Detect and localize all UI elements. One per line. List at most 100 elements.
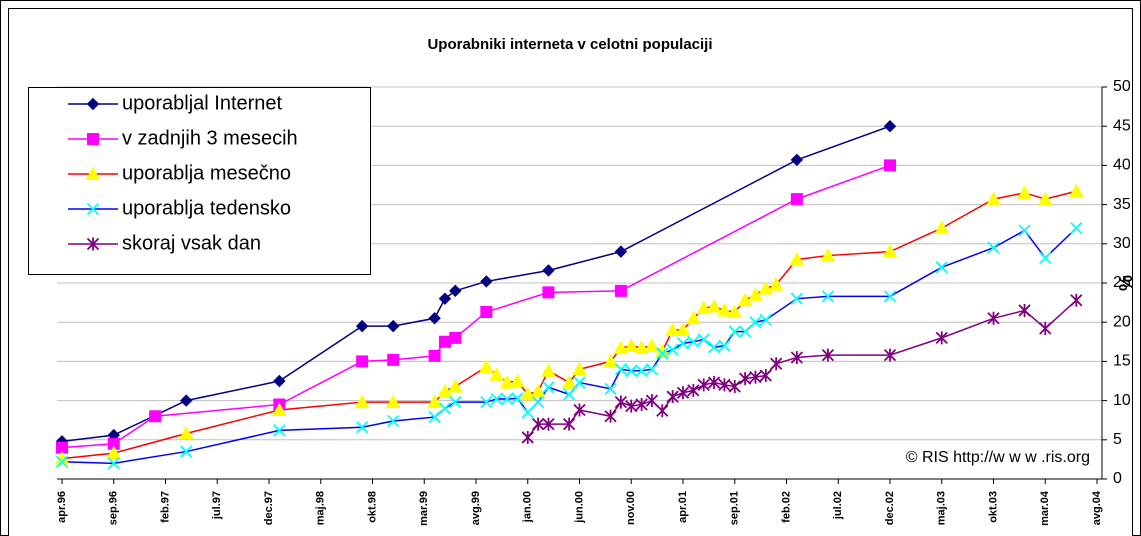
legend-label: uporablja mesečno (122, 162, 291, 184)
x-tick-label: dec.97 (263, 491, 275, 525)
marker (737, 292, 753, 307)
marker (614, 245, 628, 258)
y-tick-label: 25 (1113, 274, 1131, 291)
marker (273, 424, 286, 437)
x-tick-label: dec.02 (884, 491, 896, 525)
x-tick-label: mar.04 (1039, 490, 1051, 526)
marker (697, 378, 710, 392)
marker (1017, 185, 1032, 199)
marker (428, 312, 441, 325)
chart-title: Uporabniki interneta v celotni populacij… (427, 36, 712, 53)
marker (718, 339, 731, 352)
marker (790, 350, 803, 364)
marker (656, 404, 669, 418)
x-tick-label: jul.97 (211, 491, 223, 520)
marker (821, 348, 835, 362)
x-tick-label: maj.98 (315, 491, 327, 525)
legend-label: skoraj vsak dan (122, 232, 261, 254)
marker (635, 364, 648, 377)
marker (55, 455, 69, 468)
marker (645, 363, 659, 376)
marker (480, 306, 493, 319)
marker (749, 316, 762, 329)
marker (613, 340, 629, 355)
x-tick-label: nov.00 (625, 491, 637, 525)
marker (542, 286, 555, 299)
legend-label: v zadnjih 3 mesecih (122, 127, 298, 149)
marker (1039, 321, 1052, 335)
marker (542, 264, 555, 277)
legend-label: uporabljal Internet (122, 92, 283, 114)
marker (449, 331, 462, 344)
marker (542, 417, 555, 431)
marker (666, 343, 679, 356)
y-tick-label: 50 (1113, 78, 1131, 95)
marker (697, 333, 710, 346)
x-tick-label: feb.02 (780, 491, 792, 523)
marker (438, 402, 452, 415)
marker (510, 373, 525, 387)
marker (107, 457, 120, 470)
marker (749, 370, 762, 384)
series-line (527, 299, 1077, 438)
y-tick-label: 20 (1113, 313, 1131, 330)
x-tick-label: feb.97 (159, 491, 171, 523)
marker (934, 220, 950, 235)
x-tick-label: sep.96 (108, 491, 120, 525)
marker (356, 421, 369, 434)
y-tick-label: 0 (1113, 470, 1122, 487)
marker (696, 300, 712, 315)
marker (1070, 221, 1083, 235)
marker (387, 414, 400, 428)
marker (355, 319, 369, 333)
marker (665, 322, 680, 337)
marker (656, 347, 669, 360)
marker (428, 410, 441, 424)
x-tick-label: maj.03 (936, 491, 948, 525)
marker (449, 284, 462, 298)
marker (354, 394, 370, 409)
x-tick-label: jun.00 (573, 491, 585, 524)
marker (728, 325, 741, 338)
marker (625, 399, 638, 413)
marker (489, 367, 505, 381)
marker (625, 364, 638, 377)
marker (86, 237, 100, 251)
marker (438, 292, 452, 305)
x-tick-label: mar.99 (418, 491, 430, 526)
marker (573, 376, 586, 389)
marker (511, 392, 524, 405)
marker (86, 202, 100, 216)
marker (490, 392, 503, 406)
marker (676, 386, 690, 400)
marker (790, 193, 803, 206)
marker (738, 372, 752, 386)
marker (480, 275, 493, 288)
y-tick-label: 10 (1113, 392, 1131, 409)
marker (603, 353, 618, 368)
marker (644, 338, 660, 352)
y-axis-label: % (1116, 275, 1136, 291)
marker (687, 335, 700, 348)
marker (499, 375, 515, 389)
marker (718, 378, 731, 392)
x-tick-label: sep.01 (729, 491, 741, 525)
x-tick-label: avg.99 (470, 491, 482, 525)
marker (987, 241, 1000, 254)
marker (449, 396, 462, 409)
series-line (61, 125, 891, 443)
marker (107, 437, 120, 450)
marker (106, 445, 122, 460)
marker (386, 319, 400, 333)
marker (272, 402, 287, 417)
x-tick-label: jan.00 (522, 491, 534, 523)
marker (1070, 293, 1083, 307)
marker (883, 348, 897, 362)
y-tick-label: 5 (1113, 431, 1122, 448)
marker (480, 396, 493, 409)
marker (521, 430, 534, 444)
marker (821, 290, 835, 303)
x-tick-label: jul.02 (832, 491, 844, 520)
marker (935, 331, 948, 345)
marker (883, 290, 897, 303)
